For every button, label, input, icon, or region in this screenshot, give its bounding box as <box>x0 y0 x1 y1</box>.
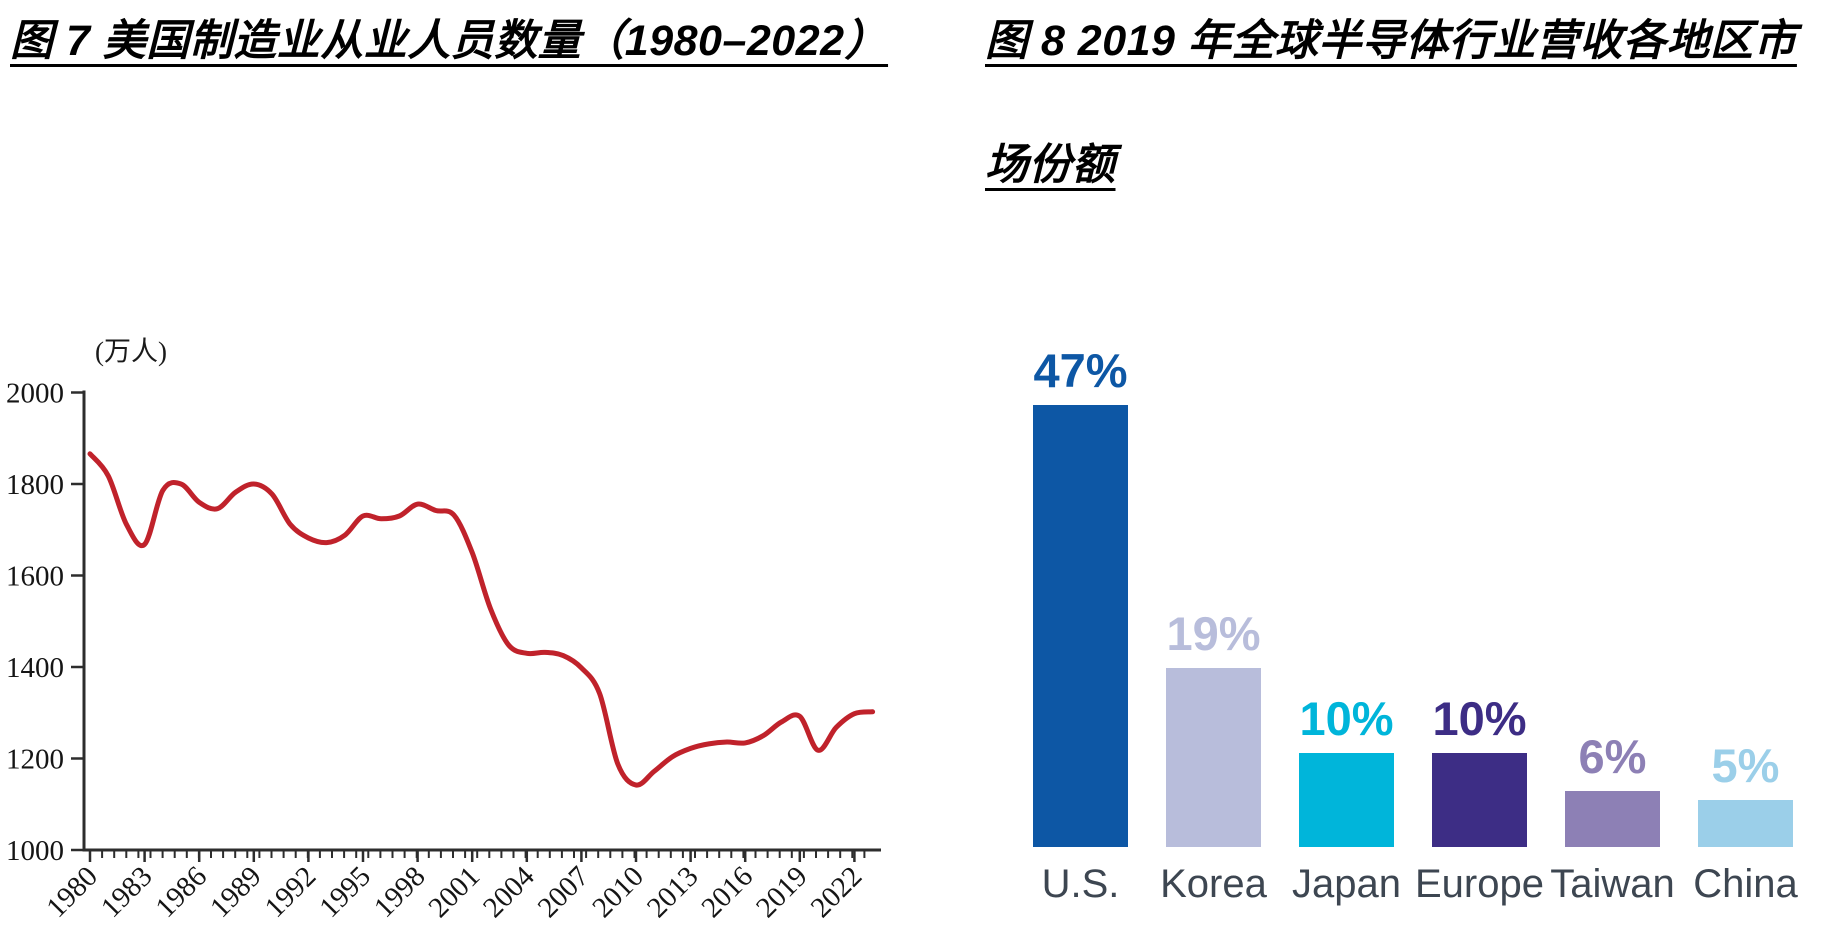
bar-china <box>1698 800 1793 847</box>
bar-category-label-us: U.S. <box>1041 862 1120 906</box>
y-tick-label: 1400 <box>6 652 64 684</box>
y-tick-label: 1000 <box>6 835 64 867</box>
bar-value-label-korea: 19% <box>1166 607 1261 661</box>
figure8-title-line1: 图 8 2019 年全球半导体行业营收各地区市 <box>985 17 1797 65</box>
y-axis-unit-label: (万人) <box>95 337 167 367</box>
bar-category-label-korea: Korea <box>1160 862 1267 906</box>
figure8-title-line2: 场份额 <box>985 141 1116 189</box>
employment-series-line <box>87 451 876 788</box>
bar-us <box>1033 405 1128 847</box>
bar-category-label-europe: Europe <box>1415 862 1544 906</box>
bar-value-label-taiwan: 6% <box>1578 729 1647 783</box>
bar-category-label-taiwan: Taiwan <box>1550 862 1675 906</box>
bar-category-label-japan: Japan <box>1292 862 1401 906</box>
bar-value-label-europe: 10% <box>1432 692 1527 745</box>
bar-value-label-japan: 10% <box>1299 692 1394 745</box>
bar-category-label-china: China <box>1693 862 1798 906</box>
bar-europe <box>1432 753 1527 847</box>
y-tick-label: 1600 <box>6 561 64 593</box>
y-tick-label: 1800 <box>6 469 64 501</box>
bar-taiwan <box>1565 790 1660 847</box>
figure7-title: 图 7 美国制造业从业人员数量（1980–2022） <box>10 17 889 65</box>
bar-korea <box>1166 668 1261 847</box>
y-tick-label: 2000 <box>6 378 64 410</box>
y-tick-label: 1200 <box>6 744 64 776</box>
bar-value-label-us: 47% <box>1033 344 1128 398</box>
manufacturing-employment-line-chart: (万人)100012001400160018002000198019831986… <box>6 337 881 924</box>
bar-japan <box>1299 753 1394 847</box>
bar-value-label-china: 5% <box>1711 739 1780 792</box>
